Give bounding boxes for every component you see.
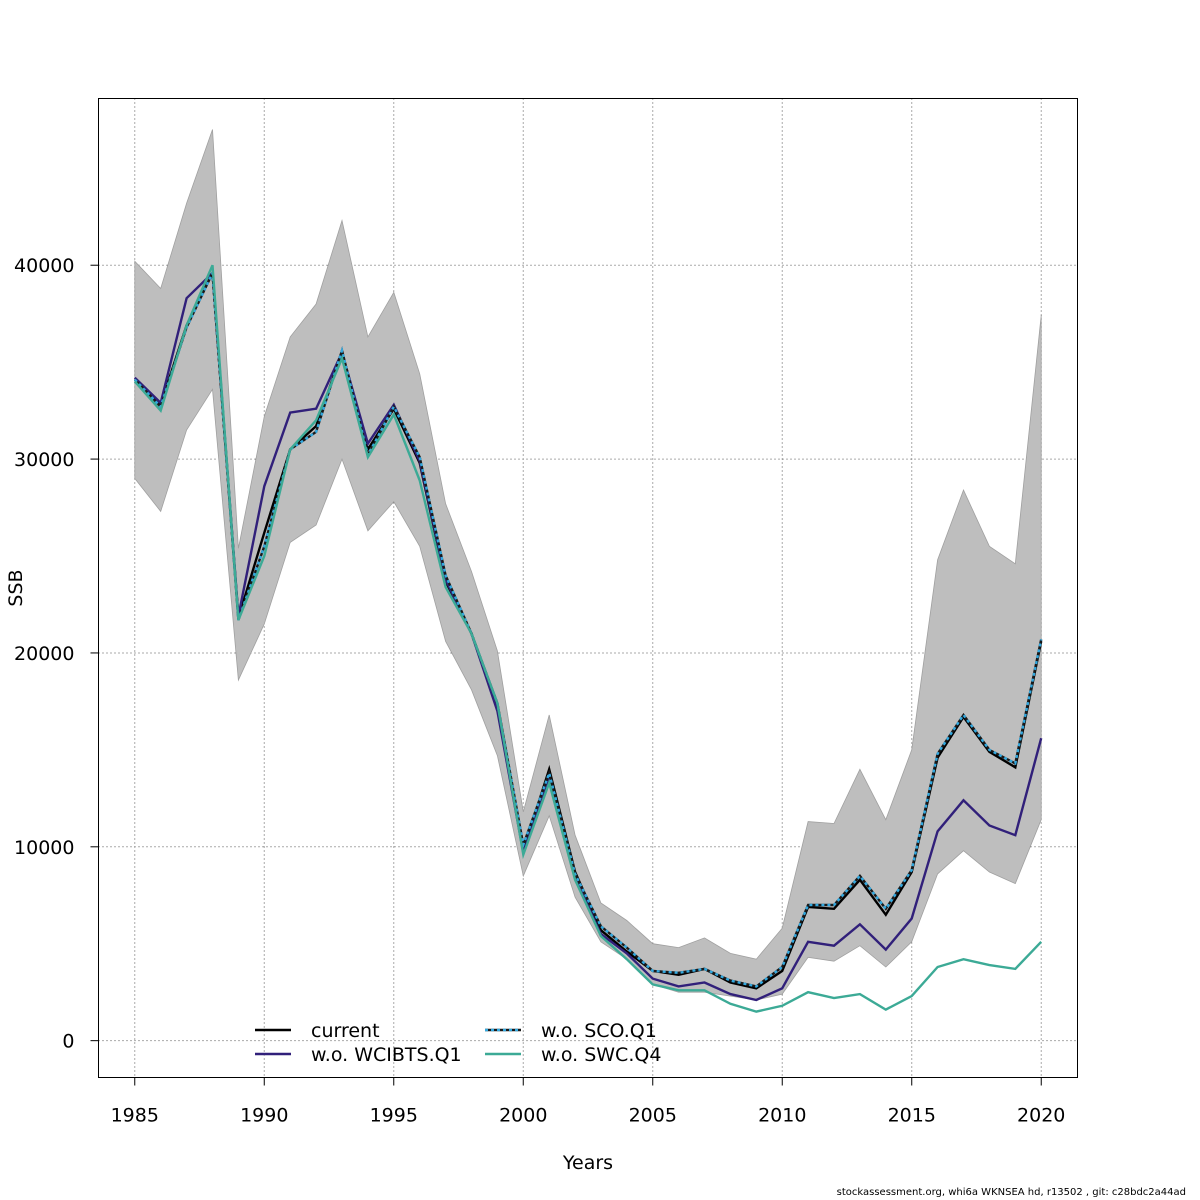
x-axis-title: Years	[562, 1152, 613, 1174]
y-tick-label: 20000	[14, 643, 74, 665]
x-tick-label: 2020	[1017, 1105, 1065, 1127]
x-tick-label: 2015	[888, 1105, 936, 1127]
x-axis: 1985 1990 1995 2000 2005 2010 2015 2020	[111, 1077, 1065, 1127]
x-tick-label: 2005	[629, 1105, 677, 1127]
y-tick-label: 40000	[14, 255, 74, 277]
legend-label: w.o. SCO.Q1	[541, 1020, 657, 1042]
x-tick-label: 1990	[240, 1105, 288, 1127]
confidence-band	[134, 129, 1042, 1001]
y-tick-label: 30000	[14, 449, 74, 471]
series-lines	[133, 264, 1043, 1013]
series-line-w-o-swc-q4	[133, 264, 1043, 1013]
y-axis-title: SSB	[5, 569, 27, 606]
x-tick-label: 2010	[758, 1105, 806, 1127]
footer-credit: stockassessment.org, whi6a WKNSEA hd, r1…	[836, 1187, 1186, 1198]
x-tick-label: 1995	[370, 1105, 418, 1127]
legend-label: current	[311, 1020, 380, 1042]
x-tick-label: 1985	[111, 1105, 159, 1127]
y-tick-label: 0	[62, 1031, 74, 1053]
confidence-band-area	[134, 129, 1042, 1001]
y-axis: 0 10000 20000 30000 40000	[14, 255, 99, 1053]
x-tick-label: 2000	[499, 1105, 547, 1127]
y-tick-label: 10000	[14, 837, 74, 859]
legend-label: w.o. WCIBTS.Q1	[311, 1044, 462, 1066]
legend-label: w.o. SWC.Q4	[541, 1044, 661, 1066]
